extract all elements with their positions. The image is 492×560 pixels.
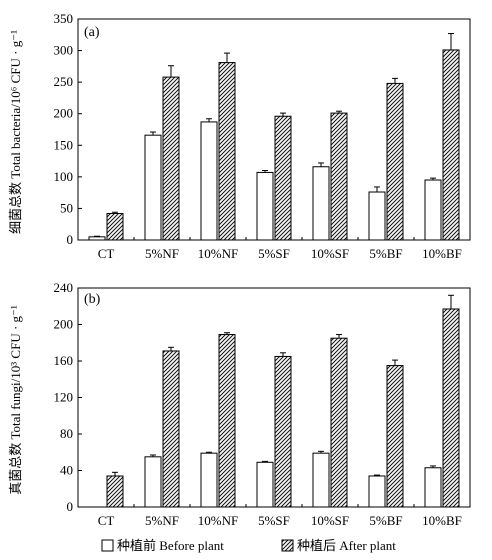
panel-a-y-tick-label: 350 bbox=[54, 11, 74, 26]
panel-a-y-axis-label: 细菌总数 Total bacteria/10⁶ CFU · g⁻¹ bbox=[8, 30, 23, 234]
panel-b-y-tick-label: 80 bbox=[60, 426, 73, 441]
panel-a-y-tick-label: 300 bbox=[54, 43, 74, 58]
panel-b-y-tick-label: 200 bbox=[54, 317, 74, 332]
panel-b-category-label: CT bbox=[98, 513, 115, 528]
panel-b-bar-after bbox=[218, 334, 236, 508]
panel-b-bar-after bbox=[162, 350, 180, 508]
panel-a-bar-after bbox=[442, 49, 460, 241]
panel-a-category-label: 5%SF bbox=[258, 246, 290, 261]
panel-a-bar-before bbox=[424, 179, 442, 241]
panel-a-bar-before bbox=[88, 236, 106, 241]
panel-a-y-tick-label: 200 bbox=[54, 106, 74, 121]
panel-a-bar-before bbox=[368, 191, 386, 241]
panel-b-bar-after bbox=[106, 475, 124, 508]
panel-a-y-tick-label: 100 bbox=[54, 169, 74, 184]
panel-a-label: (a) bbox=[84, 25, 100, 40]
panel-b-bar-after bbox=[274, 355, 292, 508]
panel-a-axes-frame bbox=[77, 18, 471, 241]
panel-b-y-tick-label: 0 bbox=[67, 499, 74, 514]
panel-b-y-tick-label: 40 bbox=[60, 463, 73, 478]
panel-b-category-label: 10%NF bbox=[198, 513, 238, 528]
legend-after-label: 种植后 After plant bbox=[297, 538, 396, 553]
panel-a-category-label: 10%BF bbox=[422, 246, 462, 261]
legend-before-label: 种植前 Before plant bbox=[117, 538, 224, 553]
panel-a-plot-area: 0 50 100 150 200 250 300 350 CT 5%NF 10%NF 5%SF 10%S… bbox=[54, 11, 471, 261]
panel-b-category-label: 5%BF bbox=[369, 513, 402, 528]
panel-b-fungi-chart: (b) 真菌总数 Total fungi/10³ CFU · g⁻¹ 0 40 80… bbox=[8, 280, 471, 528]
panel-b-y-tick-label: 160 bbox=[54, 353, 74, 368]
panel-a-bar-before bbox=[144, 134, 162, 241]
panel-a-bar-after bbox=[330, 112, 348, 241]
panel-b-bar-before bbox=[200, 452, 218, 508]
panel-a-bacteria-chart: (a) 细菌总数 Total bacteria/10⁶ CFU · g⁻¹ 0 5… bbox=[8, 11, 471, 261]
panel-b-category-label: 10%BF bbox=[422, 513, 462, 528]
panel-b-bar-after bbox=[442, 308, 460, 508]
panel-b-category-label: 10%SF bbox=[311, 513, 349, 528]
panel-b-category-label: 5%SF bbox=[258, 513, 290, 528]
panel-a-bar-after bbox=[162, 76, 180, 241]
panel-b-label: (b) bbox=[84, 292, 101, 307]
panel-a-y-tick-label: 250 bbox=[54, 74, 74, 89]
legend: 种植前 Before plant 种植后 After plant bbox=[101, 538, 396, 553]
panel-b-category-label: 5%NF bbox=[145, 513, 179, 528]
panel-b-y-tick-label: 240 bbox=[54, 280, 74, 295]
panel-a-category-label: 10%SF bbox=[311, 246, 349, 261]
panel-b-bar-before bbox=[424, 467, 442, 508]
panel-b-bar-before bbox=[368, 475, 386, 508]
panel-b-y-axis-label: 真菌总数 Total fungi/10³ CFU · g⁻¹ bbox=[8, 305, 23, 495]
panel-b-bar-before bbox=[256, 461, 274, 508]
panel-b-bar-after bbox=[386, 365, 404, 508]
panel-b-bar-before bbox=[312, 452, 330, 508]
panel-a-bar-after bbox=[218, 62, 236, 241]
panel-a-bar-before bbox=[200, 121, 218, 241]
panel-a-y-tick-label: 0 bbox=[67, 232, 74, 247]
panel-b-bar-before bbox=[144, 456, 162, 508]
panel-a-bar-after bbox=[274, 115, 292, 241]
panel-a-category-label: 5%NF bbox=[145, 246, 179, 261]
panel-b-axes-frame bbox=[77, 287, 471, 508]
panel-b-bar-after bbox=[330, 337, 348, 508]
legend-after-swatch bbox=[281, 539, 294, 552]
panel-a-y-tick-label: 150 bbox=[54, 137, 74, 152]
panel-a-bar-after bbox=[386, 82, 404, 241]
panel-a-bar-before bbox=[312, 166, 330, 241]
panel-a-category-label: 5%BF bbox=[369, 246, 402, 261]
panel-b-y-tick-label: 120 bbox=[54, 390, 74, 405]
panel-a-bar-after bbox=[106, 212, 124, 241]
panel-a-category-label: 10%NF bbox=[198, 246, 238, 261]
legend-before-swatch bbox=[101, 539, 114, 552]
panel-b-plot-area: 0 40 80 120 160 200 240 CT 5%NF 10%NF 5%SF 10%SF 5%B… bbox=[54, 280, 471, 528]
panel-a-category-label: CT bbox=[98, 246, 115, 261]
panel-a-y-tick-label: 50 bbox=[60, 200, 73, 215]
panel-a-bar-before bbox=[256, 171, 274, 241]
